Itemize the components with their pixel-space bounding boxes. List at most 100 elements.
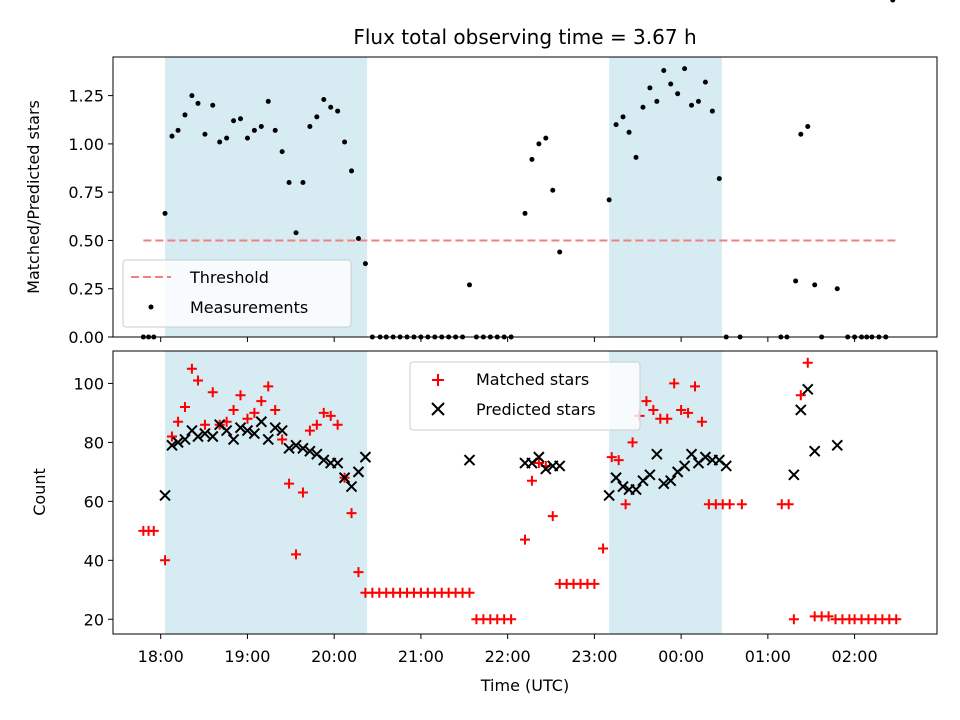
measurement-point (557, 249, 563, 255)
measurement-point (231, 118, 237, 124)
matched-star-point (802, 357, 813, 368)
matched-star-point (270, 404, 281, 415)
matched-star-point (696, 416, 707, 427)
measurement-point (293, 230, 299, 236)
matched-star-point (526, 475, 537, 486)
matched-star-point (148, 525, 159, 536)
predicted-star-point (553, 460, 566, 472)
measurement-point (640, 104, 646, 110)
matched-star-point (783, 499, 794, 510)
predicted-star-point (179, 433, 191, 446)
top-y-ticks: 0.00 0.25 0.50 0.75 1.00 1.25 (68, 87, 113, 347)
predicted-star-point (630, 483, 642, 496)
matched-star-point (795, 390, 806, 401)
matched-star-point (277, 434, 288, 445)
top-y-tick-label: 0.25 (68, 280, 104, 299)
measurement-point (695, 98, 701, 104)
bottom-legend: Matched stars Predicted stars (409, 361, 641, 431)
bottom-shaded-intervals (165, 351, 722, 634)
measurement-point (834, 286, 840, 292)
measurement-point (613, 122, 619, 128)
bottom-y-tick-label: 20 (84, 610, 104, 629)
measurement-point (716, 176, 722, 182)
matched-star-point (788, 614, 799, 625)
predicted-star-point (318, 454, 330, 466)
matched-star-point (297, 487, 308, 498)
predicted-star-point (297, 442, 309, 454)
measurement-point (890, 0, 896, 3)
predicted-star-point (788, 469, 800, 481)
matched-star-point (598, 543, 609, 554)
measurement-point (626, 129, 632, 135)
top-legend-box (122, 259, 352, 328)
measurement-point (355, 236, 361, 242)
matched-star-point (346, 508, 357, 519)
measurement-point (258, 124, 264, 130)
matched-star-point (263, 381, 274, 392)
measurement-point (550, 187, 556, 193)
measurement-point (620, 114, 626, 120)
matched-star-point (291, 549, 302, 560)
bottom-y-tick-label: 100 (73, 374, 104, 393)
measurement-point (169, 133, 175, 139)
measurement-point (529, 156, 535, 162)
matched-legend-swatch (432, 374, 444, 386)
predicted-star-point (199, 427, 211, 440)
matched-star-point (353, 567, 364, 578)
measurement-point (362, 261, 368, 267)
bottom-y-ticks: 20 40 60 80 100 (73, 374, 113, 629)
predicted-star-point (304, 445, 316, 457)
matched-star-point (533, 458, 544, 469)
measurement-point (251, 127, 257, 133)
measurement-point (522, 210, 528, 216)
matched-star-point (325, 410, 336, 421)
top-x-ticks (160, 337, 856, 342)
measurement-point (633, 154, 639, 160)
threshold-legend-label: Threshold (189, 268, 269, 287)
predicted-star-point (234, 421, 247, 434)
measurement-point (272, 127, 278, 133)
predicted-star-point (241, 424, 254, 437)
predicted-star-point (172, 436, 184, 449)
matched-star-point (641, 396, 652, 407)
predicted-star-point (665, 475, 677, 487)
matched-star-point (193, 375, 204, 386)
predicted-star-point (338, 472, 351, 484)
measurement-point (265, 98, 271, 104)
predicted-star-point (617, 480, 629, 493)
matched-star-point (823, 611, 834, 622)
matched-star-point (256, 396, 267, 407)
measurement-point (606, 197, 612, 203)
matched-star-point (249, 407, 260, 418)
matched-star-point (207, 387, 218, 398)
bottom-axes-frame (112, 350, 938, 635)
matched-star-point (160, 555, 171, 566)
matched-star-point (464, 587, 475, 598)
measurement-point (812, 282, 818, 288)
predicted-star-point (262, 433, 274, 446)
top-y-axis-label: Matched/Predicted stars (24, 100, 43, 294)
top-panel: 0.00 0.25 0.50 0.75 1.00 1.25 Matched/Predict… (24, 0, 938, 347)
matched-legend-label: Matched stars (476, 370, 589, 389)
predicted-star-point (159, 489, 171, 502)
matched-star-point (235, 390, 246, 401)
x-tick-label: 23:00 (571, 647, 617, 666)
measurement-point (709, 108, 715, 114)
matched-star-point (332, 419, 343, 430)
measurement-point (661, 68, 667, 74)
measurement-point (335, 108, 341, 114)
predicted-star-point (345, 480, 358, 493)
predicted-star-point (248, 427, 261, 440)
predicted-star-point (220, 424, 233, 437)
x-tick-label: 01:00 (745, 647, 791, 666)
matched-star-point (173, 416, 184, 427)
predicted-star-point (610, 472, 622, 484)
measurement-point (668, 81, 674, 87)
predicted-star-point (276, 424, 288, 437)
measurement-point (682, 66, 688, 72)
measurement-point (647, 85, 653, 91)
shaded-interval-0 (165, 351, 368, 634)
measurement-point (300, 180, 306, 186)
predicted-star-point (720, 460, 732, 472)
measurement-point (238, 116, 244, 122)
